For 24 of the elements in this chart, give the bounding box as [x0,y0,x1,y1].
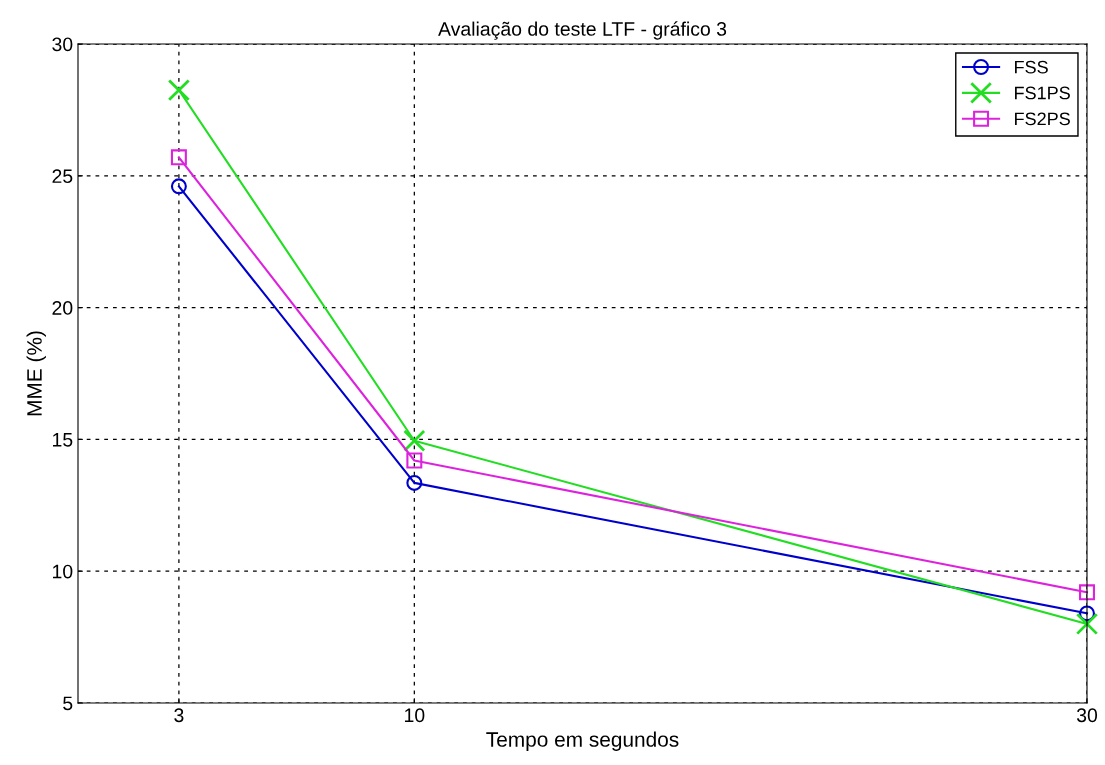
point [167,79,191,102]
x-tick-label: 10 [405,708,425,723]
point [1079,605,1095,622]
chart-title: Avaliação do teste LTF - gráfico 3 [438,21,727,40]
y-tick-label: 30 [52,37,73,52]
legend-label: FS1PS [1015,86,1070,100]
point [406,452,423,469]
y-tick-label: 20 [52,301,73,315]
point [1079,584,1095,601]
point [406,474,423,491]
x-tick-label: 30 [1076,708,1098,723]
x-tick-label: 3 [174,708,184,723]
point [403,429,426,452]
y-axis-title: MME (%) [26,331,46,416]
y-tick-label: 5 [63,696,73,711]
x-axis-title: Tempo em segundos [486,731,679,751]
y-tick-label: 15 [53,433,73,447]
legend-label: FS2PS [1015,112,1070,126]
y-tick-label: 10 [53,564,73,579]
point [170,178,187,195]
point [1075,612,1099,636]
point [170,149,187,166]
legend-label: FSS [1015,60,1048,74]
y-tick-label: 25 [52,169,73,184]
